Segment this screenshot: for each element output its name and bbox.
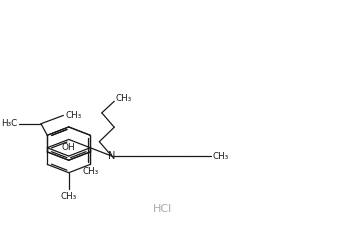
Text: OH: OH — [62, 143, 76, 153]
Text: CH₃: CH₃ — [115, 95, 131, 103]
Text: CH₃: CH₃ — [65, 111, 81, 120]
Text: CH₃: CH₃ — [213, 152, 229, 161]
Text: HCl: HCl — [153, 205, 172, 215]
Text: CH₃: CH₃ — [82, 167, 98, 176]
Text: H₃C: H₃C — [1, 119, 17, 128]
Text: N: N — [108, 151, 115, 161]
Text: CH₃: CH₃ — [61, 192, 77, 201]
